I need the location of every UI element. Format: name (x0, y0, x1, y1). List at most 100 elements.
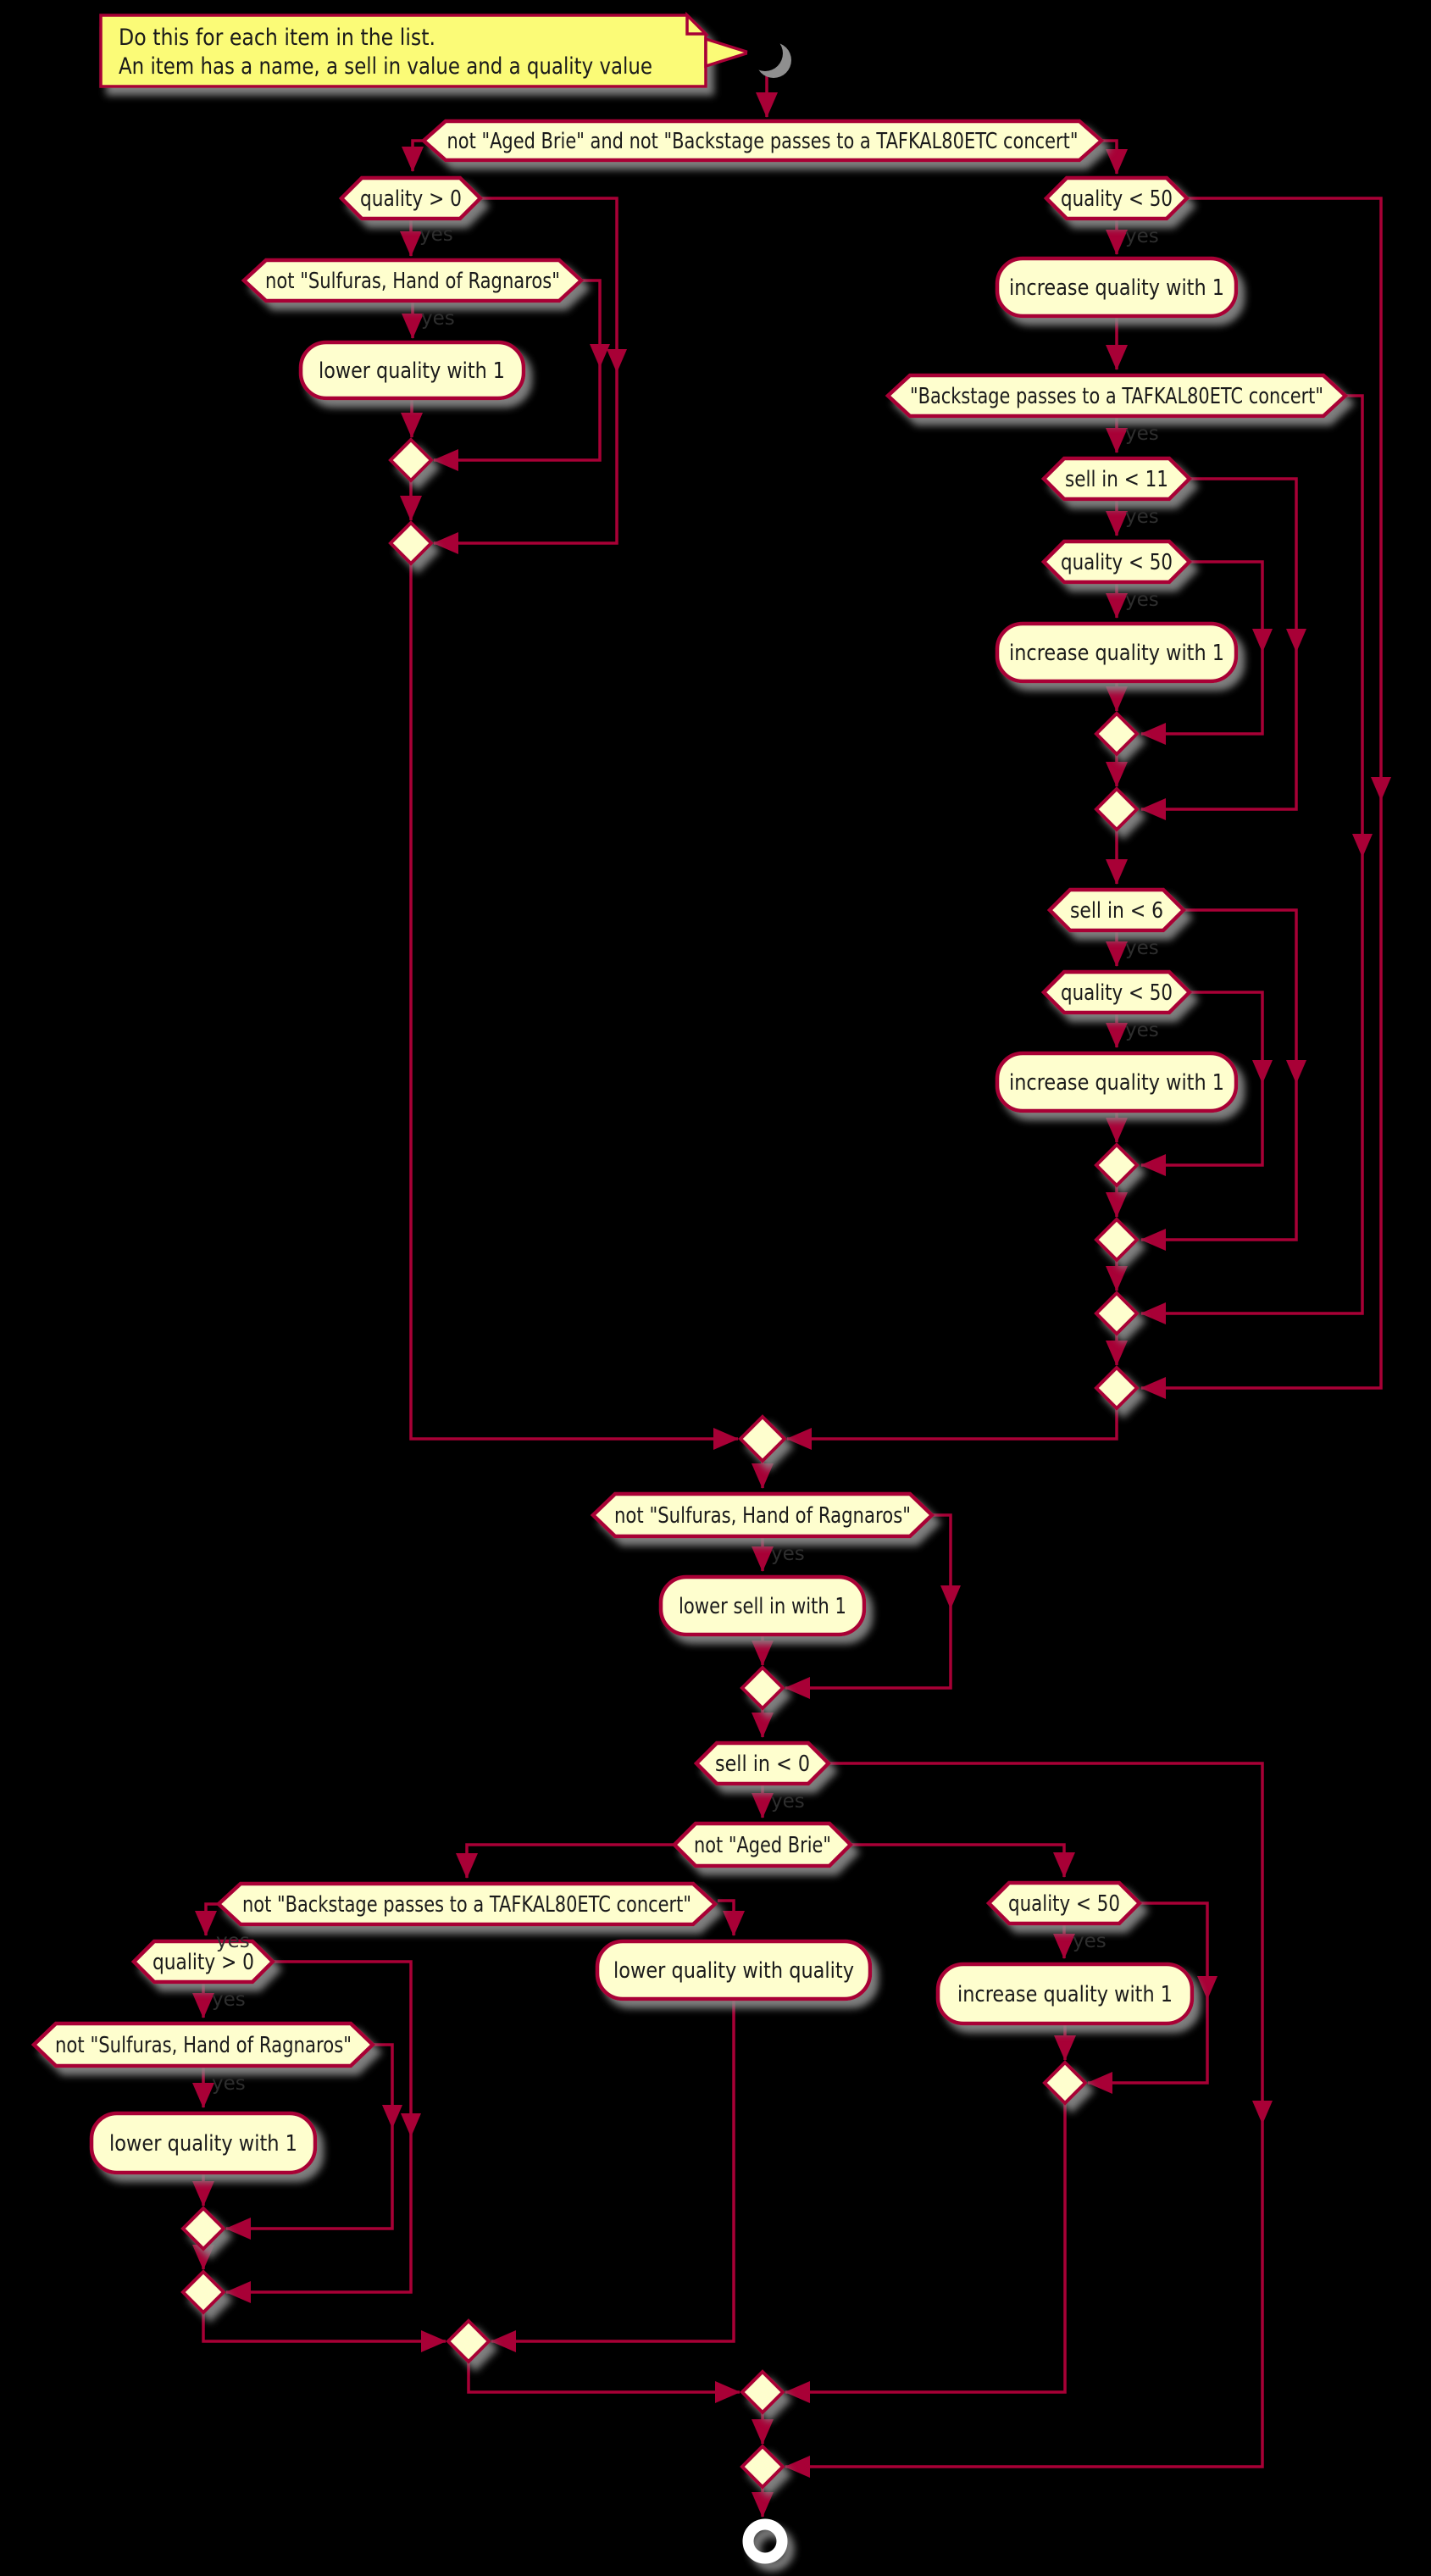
edge-brie-no (851, 1843, 1075, 1878)
mid-arrow (1252, 1060, 1273, 1084)
edge-backb-yes (195, 1902, 219, 1936)
decision-label: quality < 50 (1061, 186, 1173, 212)
mid-arrow (607, 349, 627, 373)
mid-arrow (1286, 1060, 1306, 1084)
edge-dc4-merge (786, 1409, 1118, 1450)
decision-label: not "Backstage passes to a TAFKAL80ETC c… (242, 1892, 691, 1918)
edge-de1-df2 (785, 2104, 1067, 2403)
decision-sellin-lt-11: sell in < 11 (1040, 456, 1193, 502)
edge-yes-labels: yes yes yes yes yes yes yes yes yes yes … (212, 224, 1159, 2095)
decision-label: sell in < 11 (1065, 467, 1168, 492)
mid-arrow (1352, 834, 1373, 858)
decision-label: not "Aged Brie" (694, 1833, 831, 1858)
merge-diamond (1094, 1142, 1140, 1188)
decision-label: sell in < 6 (1070, 898, 1163, 924)
merge-diamond (1094, 1217, 1140, 1263)
edge-label-yes: yes (771, 1790, 805, 1813)
decision-label: not "Sulfuras, Hand of Ragnaros" (55, 2033, 352, 2058)
decision-sellin-lt-6: sell in < 6 (1046, 887, 1187, 933)
action-increase-quality-a: increase quality with 1 (995, 256, 1239, 319)
action-label: lower quality with 1 (319, 358, 505, 384)
start-node (747, 36, 791, 78)
merge-diamond (740, 2369, 785, 2415)
action-lower-sellin: lower sell in with 1 (658, 1574, 867, 1637)
edge-df1-df2 (467, 2362, 740, 2403)
edge-backb-no (718, 1899, 745, 1936)
decision-quality-gt-0-b: quality > 0 (130, 1939, 276, 1985)
edge-sulfa-no (433, 279, 602, 471)
end-node (742, 2518, 788, 2564)
edge-dd2-df1 (202, 2313, 446, 2352)
merge-diamond (180, 2269, 226, 2315)
edge-lqq-df1 (491, 1999, 735, 2352)
decision-label: not "Sulfuras, Hand of Ragnaros" (614, 1503, 911, 1529)
merge-diamond (388, 520, 434, 566)
decision-label: quality < 50 (1008, 1891, 1120, 1917)
merge-diamond (388, 437, 434, 483)
edge-label-yes: yes (421, 308, 455, 330)
decision-quality-lt-50-b: quality < 50 (1040, 539, 1193, 585)
decision-not-backstage-b: not "Backstage passes to a TAFKAL80ETC c… (215, 1881, 718, 1927)
decision-main-label: not "Aged Brie" and not "Backstage passe… (447, 129, 1079, 154)
decision-not-sulfuras-b: not "Sulfuras, Hand of Ragnaros" (590, 1491, 935, 1539)
action-lower-quality-with-quality: lower quality with quality (595, 1939, 873, 2001)
edge-label-yes: yes (212, 2073, 246, 2095)
action-increase-quality-c: increase quality with 1 (995, 1051, 1239, 1113)
decision-quality-lt-50-c: quality < 50 (1040, 969, 1193, 1015)
action-label: lower quality with 1 (109, 2131, 297, 2157)
edge-label-yes: yes (419, 224, 453, 246)
note: Do this for each item in the list. An it… (99, 11, 754, 88)
edge-label-yes: yes (1125, 225, 1159, 247)
edge-label-yes: yes (771, 1543, 805, 1565)
merge-diamond-main (738, 1414, 787, 1463)
edge-sulfc-no (225, 2043, 394, 2240)
action-increase-quality-b: increase quality with 1 (995, 621, 1239, 684)
action-label: lower quality with quality (613, 1958, 854, 1984)
action-lower-quality-a: lower quality with 1 (298, 340, 526, 401)
merge-diamond (1094, 711, 1140, 757)
action-label: increase quality with 1 (957, 1982, 1173, 2007)
decision-label: "Backstage passes to a TAFKAL80ETC conce… (910, 384, 1323, 409)
edge-label-yes: yes (216, 1930, 250, 1952)
mid-arrow (1371, 777, 1391, 801)
mid-arrow (1252, 2101, 1273, 2124)
decision-label: not "Sulfuras, Hand of Ragnaros" (265, 269, 560, 294)
decision-quality-lt-50-d: quality < 50 (985, 1880, 1143, 1926)
action-label: increase quality with 1 (1009, 641, 1224, 666)
mid-arrow (940, 1585, 961, 1609)
edge-label-yes: yes (1073, 1930, 1107, 1952)
decision-label: quality > 0 (153, 1950, 254, 1975)
mid-arrow (590, 344, 610, 368)
merge-diamond (1042, 2060, 1088, 2106)
merge-diamond (446, 2318, 491, 2364)
edge-brie-yes (456, 1843, 674, 1879)
decision-sellin-lt-0: sell in < 0 (693, 1740, 832, 1786)
mid-arrow (1286, 629, 1306, 652)
decision-label: quality < 50 (1061, 550, 1173, 575)
mid-arrowheads (382, 344, 1391, 2137)
edge-s0-no (785, 1762, 1264, 2478)
edge-da2-merge (409, 564, 739, 1450)
mid-arrow (1197, 1976, 1217, 2000)
action-label: increase quality with 1 (1009, 275, 1224, 301)
action-lower-quality-b: lower quality with 1 (89, 2111, 318, 2175)
edge-main-yes (402, 139, 428, 172)
decision-not-sulfuras-a: not "Sulfuras, Hand of Ragnaros" (241, 258, 585, 303)
decision-backstage-a: "Backstage passes to a TAFKAL80ETC conce… (885, 373, 1349, 419)
edge-label-yes: yes (1125, 589, 1159, 611)
edge-backstage-no (1140, 394, 1364, 1324)
edge-label-yes: yes (212, 1989, 246, 2011)
decision-main: not "Aged Brie" and not "Backstage passe… (420, 119, 1105, 163)
action-label: increase quality with 1 (1009, 1070, 1224, 1096)
action-label: lower sell in with 1 (679, 1594, 846, 1619)
merge-diamond (1094, 1291, 1140, 1336)
decision-not-aged-brie: not "Aged Brie" (671, 1821, 854, 1868)
note-line1: Do this for each item in the list. (119, 25, 435, 51)
mid-arrow (1252, 629, 1273, 652)
merge-diamond (740, 2444, 785, 2490)
note-fold (685, 11, 710, 36)
note-pointer (704, 36, 754, 69)
edge-label-yes: yes (1125, 937, 1159, 959)
merge-diamond (1094, 786, 1140, 832)
